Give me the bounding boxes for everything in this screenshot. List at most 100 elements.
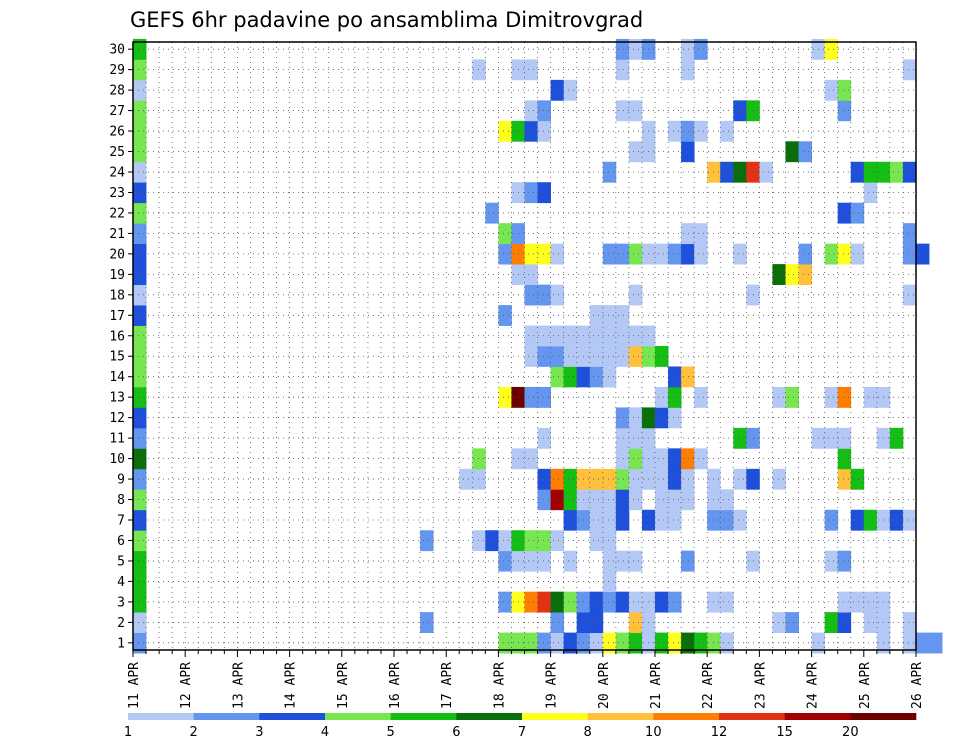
heat-cell-m11-s38 (628, 427, 643, 449)
heat-cell-m28-s33 (563, 79, 578, 101)
heat-cell-m26-s31 (537, 120, 551, 142)
heat-cell-m2-s54 (837, 612, 852, 633)
heat-cell-m24-s0 (133, 161, 147, 183)
heat-cell-m9-s35 (589, 468, 604, 490)
heat-cell-m12-s40 (655, 407, 669, 429)
heat-cell-m22-s55 (850, 202, 865, 224)
heat-cell-m15-s33 (563, 346, 578, 367)
heat-cell-m28-s0 (133, 79, 147, 101)
colorbar-swatch (784, 713, 851, 720)
grid-lines (132, 42, 917, 650)
heat-cell-m28-s54 (837, 79, 852, 101)
colorbar-label: 1 (124, 725, 132, 740)
heat-cell-m14-s33 (563, 366, 578, 388)
heat-cell-m23-s0 (133, 182, 147, 204)
colorbar-swatch (456, 713, 523, 720)
heat-cell-m1-s45 (720, 632, 734, 654)
heat-cell-m2-s49 (772, 612, 786, 633)
heat-cell-m10-s40 (655, 448, 669, 470)
heat-cell-m30-s38 (628, 38, 643, 60)
heat-cell-m22-s54 (837, 202, 852, 224)
heat-cell-m1-s0 (133, 632, 147, 654)
heat-cell-m26-s41 (668, 120, 682, 142)
heat-cell-m16-s36 (602, 325, 617, 347)
heat-cell-m19-s50 (785, 264, 799, 285)
heat-cell-m3-s36 (602, 591, 617, 613)
x-tick-label: 14 APR (284, 662, 299, 709)
colorbar-swatch (587, 713, 654, 720)
heat-cell-m9-s42 (681, 468, 695, 490)
heat-cell-m9-s54 (837, 468, 852, 490)
colorbar-label: 4 (321, 725, 329, 740)
heat-cell-m5-s38 (628, 550, 643, 572)
colorbar-swatch (325, 713, 391, 720)
heat-cell-m20-s37 (615, 243, 630, 265)
heat-cell-m16-s33 (563, 325, 578, 347)
heat-cell-m6-s36 (602, 530, 617, 552)
heat-cell-m12-s0 (133, 407, 147, 429)
heat-cell-m11-s37 (615, 427, 630, 449)
heat-cell-m15-s31 (537, 346, 551, 367)
heat-cell-m21-s0 (133, 223, 147, 245)
x-tick-label: 17 APR (440, 662, 455, 709)
heat-cell-m9-s36 (602, 468, 617, 490)
heat-cell-m29-s26 (472, 59, 486, 81)
y-tick-label: 19 (109, 268, 125, 283)
x-tick-label: 19 APR (545, 662, 560, 709)
y-tick-label: 17 (109, 309, 125, 324)
heat-cell-m7-s56 (863, 509, 878, 531)
y-tick-label: 3 (117, 595, 125, 610)
heat-cell-m24-s45 (720, 161, 734, 183)
heat-cell-m9-s38 (628, 468, 643, 490)
y-tick-label: 2 (117, 616, 125, 631)
y-tick-label: 26 (109, 125, 125, 140)
heat-cell-m6-s27 (485, 530, 499, 552)
heat-cell-m6-s32 (550, 530, 565, 552)
heat-cell-m15-s32 (550, 346, 565, 367)
heat-cell-m20-s53 (824, 243, 839, 265)
heat-cell-m20-s59 (902, 243, 917, 265)
colorbar-swatch (522, 713, 588, 720)
y-tick-label: 23 (109, 186, 125, 201)
heat-cell-m11-s53 (824, 427, 839, 449)
heat-cell-m20-s60 (916, 243, 930, 265)
heat-cell-m3-s0 (133, 591, 147, 613)
heat-cell-m19-s49 (772, 264, 786, 285)
heat-cell-m14-s0 (133, 366, 147, 388)
colorbar-label: 15 (776, 725, 793, 740)
heat-cell-m23-s31 (537, 182, 551, 204)
y-tick-label: 21 (109, 227, 125, 242)
colorbar-label: 12 (711, 725, 728, 740)
heat-cell-m21-s28 (498, 223, 512, 245)
heat-cell-m7-s0 (133, 509, 147, 531)
heat-cell-m2-s53 (824, 612, 839, 633)
heat-cell-m21-s59 (902, 223, 917, 245)
y-tick-label: 7 (117, 514, 125, 529)
y-tick-label: 11 (109, 432, 125, 447)
heat-cell-m20-s42 (681, 243, 695, 265)
heat-cell-m20-s36 (602, 243, 617, 265)
heat-cell-m10-s54 (837, 448, 852, 470)
heat-cell-m3-s45 (720, 591, 734, 613)
heat-cell-m1-s59 (902, 632, 917, 654)
heat-cell-m1-s31 (537, 632, 551, 654)
heat-cell-m3-s56 (863, 591, 878, 613)
heat-cell-m9-s46 (733, 468, 747, 490)
heat-cell-m13-s53 (824, 386, 839, 408)
y-tick-label: 1 (117, 636, 125, 651)
x-tick-label: 11 APR (127, 662, 142, 709)
heat-cell-m3-s28 (498, 591, 512, 613)
heat-cell-m13-s0 (133, 386, 147, 408)
heat-cell-m5-s36 (602, 550, 617, 572)
heat-cell-m26-s0 (133, 120, 147, 142)
heat-cell-m25-s50 (785, 141, 799, 163)
heat-cell-m7-s46 (733, 509, 747, 531)
heat-cell-m13-s40 (655, 386, 669, 408)
heat-cell-m21-s43 (694, 223, 708, 245)
heat-cell-m26-s28 (498, 120, 512, 142)
heat-cell-m13-s43 (694, 386, 708, 408)
y-tick-label: 5 (117, 554, 125, 569)
heat-cell-m2-s56 (863, 612, 878, 633)
heat-cell-m15-s40 (655, 346, 669, 367)
colorbar-label: 8 (584, 725, 592, 740)
